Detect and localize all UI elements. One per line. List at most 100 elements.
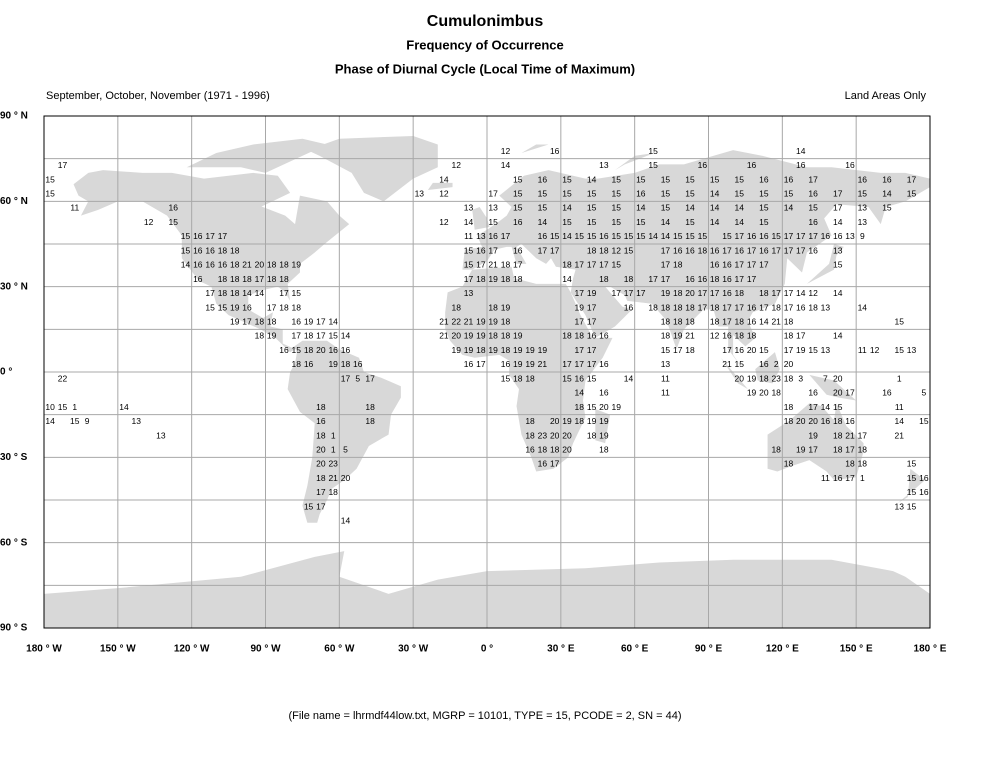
cell-value: 18 (599, 274, 609, 284)
cell-value: 23 (771, 373, 781, 383)
cell-value: 18 (476, 345, 486, 355)
cell-value: 17 (796, 331, 806, 341)
cell-value: 16 (722, 260, 732, 270)
cell-value: 16 (525, 444, 535, 454)
cell-value: 15 (710, 174, 720, 184)
cell-value: 15 (636, 231, 646, 241)
cell-value: 15 (685, 217, 695, 227)
cell-value: 18 (784, 459, 794, 469)
cell-value: 7 (823, 373, 828, 383)
cell-value: 16 (747, 302, 757, 312)
y-tick-label: 90 ° S (0, 623, 28, 634)
cell-value: 19 (796, 444, 806, 454)
cell-value: 18 (452, 302, 462, 312)
cell-value: 16 (488, 231, 498, 241)
cell-value: 16 (550, 146, 560, 156)
cell-value: 19 (476, 331, 486, 341)
cell-value: 15 (575, 231, 585, 241)
cell-value: 12 (501, 146, 511, 156)
cell-value: 15 (661, 188, 671, 198)
cell-value: 1 (72, 402, 77, 412)
cell-value: 16 (513, 245, 523, 255)
cell-value: 17 (316, 501, 326, 511)
cell-value: 14 (439, 174, 449, 184)
cell-value: 18 (735, 316, 745, 326)
cell-value: 16 (242, 302, 252, 312)
cell-value: 18 (858, 459, 868, 469)
cell-value: 21 (771, 316, 781, 326)
cell-value: 16 (845, 416, 855, 426)
cell-value: 15 (611, 203, 621, 213)
cell-value: 13 (821, 345, 831, 355)
cell-value: 18 (685, 345, 695, 355)
cell-value: 18 (501, 274, 511, 284)
cell-value: 13 (156, 430, 166, 440)
cell-value: 17 (587, 302, 597, 312)
cell-value: 14 (119, 402, 129, 412)
cell-value: 18 (242, 274, 252, 284)
cell-value: 19 (501, 302, 511, 312)
cell-value: 14 (784, 203, 794, 213)
cell-value: 13 (476, 231, 486, 241)
cell-value: 17 (771, 245, 781, 255)
title: Cumulonimbus (427, 13, 544, 30)
cell-value: 16 (328, 345, 338, 355)
cell-value: 16 (747, 231, 757, 241)
cell-value: 15 (562, 217, 572, 227)
cell-value: 15 (895, 316, 905, 326)
cell-value: 18 (698, 245, 708, 255)
cell-value: 18 (328, 487, 338, 497)
cell-value: 16 (538, 174, 548, 184)
cell-value: 17 (575, 359, 585, 369)
cell-value: 15 (70, 416, 80, 426)
cell-value: 13 (845, 231, 855, 241)
cell-value: 18 (218, 245, 228, 255)
cell-value: 13 (464, 203, 474, 213)
cell-value: 14 (575, 388, 585, 398)
cell-value: 18 (599, 444, 609, 454)
cell-value: 19 (230, 302, 240, 312)
cell-value: 17 (808, 231, 818, 241)
cell-value: 15 (181, 231, 191, 241)
cell-value: 18 (501, 316, 511, 326)
cell-value: 18 (661, 302, 671, 312)
cell-value: 14 (685, 203, 695, 213)
cell-value: 1 (897, 373, 902, 383)
y-tick-label: 60 ° N (0, 196, 28, 207)
cell-value: 19 (673, 331, 683, 341)
cell-value: 15 (538, 203, 548, 213)
cell-value: 12 (808, 288, 818, 298)
cell-value: 13 (661, 359, 671, 369)
cell-value: 15 (698, 231, 708, 241)
cell-value: 16 (575, 373, 585, 383)
cell-value: 11 (661, 373, 670, 383)
cell-value: 17 (587, 260, 597, 270)
cell-value: 14 (735, 203, 745, 213)
cell-value: 20 (796, 416, 806, 426)
cell-value: 17 (513, 260, 523, 270)
cell-value: 19 (488, 274, 498, 284)
cell-value: 15 (58, 402, 68, 412)
cell-value: 15 (501, 373, 511, 383)
cell-value: 16 (759, 245, 769, 255)
cell-value: 16 (513, 217, 523, 227)
cell-value: 17 (759, 302, 769, 312)
cell-value: 17 (488, 188, 498, 198)
cell-value: 19 (747, 388, 757, 398)
cell-value: 18 (501, 331, 511, 341)
cell-value: 17 (255, 274, 265, 284)
cell-value: 16 (821, 231, 831, 241)
cell-value: 16 (808, 188, 818, 198)
cell-value: 18 (710, 274, 720, 284)
cell-value: 15 (464, 245, 474, 255)
cell-value: 15 (611, 188, 621, 198)
cell-value: 18 (759, 373, 769, 383)
cell-value: 14 (710, 217, 720, 227)
cell-value: 18 (501, 345, 511, 355)
cell-value: 17 (575, 316, 585, 326)
cell-value: 15 (661, 345, 671, 355)
x-tick-label: 150 ° W (100, 644, 136, 655)
cell-value: 17 (611, 288, 621, 298)
subtitle: Frequency of Occurrence (406, 37, 564, 52)
cell-value: 18 (292, 359, 302, 369)
